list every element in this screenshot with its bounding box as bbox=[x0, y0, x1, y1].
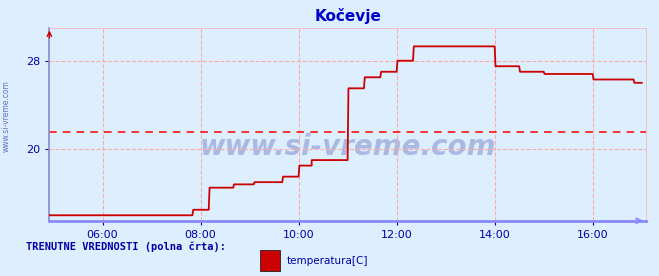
Title: Kočevje: Kočevje bbox=[314, 8, 381, 24]
Text: www.si-vreme.com: www.si-vreme.com bbox=[200, 133, 496, 161]
Text: TRENUTNE VREDNOSTI (polna črta):: TRENUTNE VREDNOSTI (polna črta): bbox=[26, 241, 226, 252]
Text: www.si-vreme.com: www.si-vreme.com bbox=[2, 80, 11, 152]
Text: temperatura[C]: temperatura[C] bbox=[287, 256, 368, 266]
